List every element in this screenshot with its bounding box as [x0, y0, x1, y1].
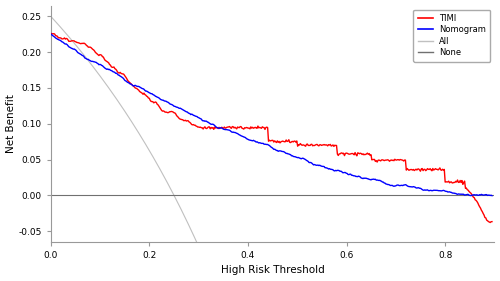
Y-axis label: Net Benefit: Net Benefit — [6, 94, 16, 153]
X-axis label: High Risk Threshold: High Risk Threshold — [220, 266, 324, 275]
Legend: TIMI, Nomogram, All, None: TIMI, Nomogram, All, None — [414, 10, 490, 62]
